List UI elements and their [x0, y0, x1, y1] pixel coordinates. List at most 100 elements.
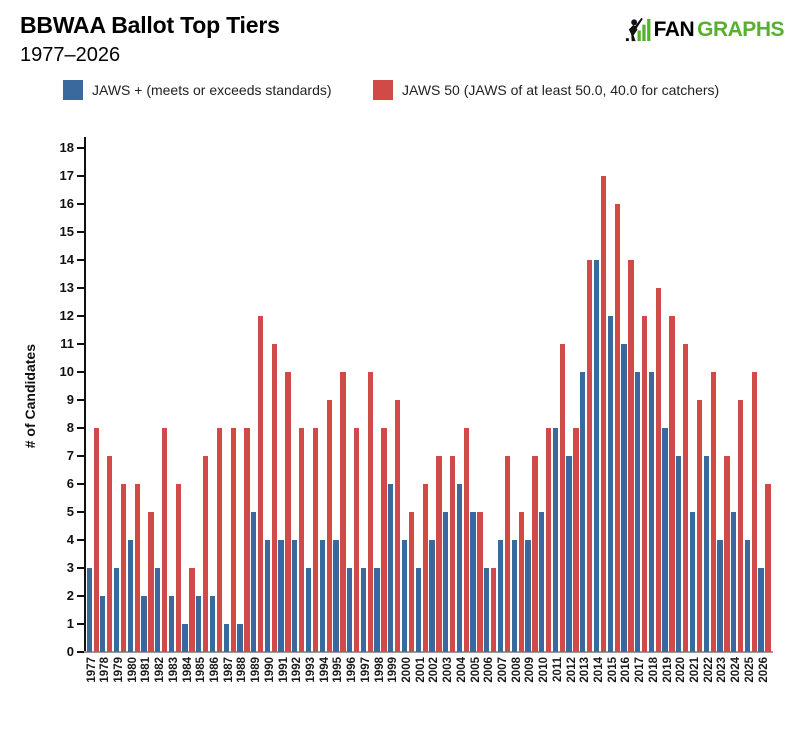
y-tick-label: 11 [60, 336, 74, 351]
bar-jaws-50 [738, 400, 744, 652]
y-tick-label: 7 [66, 448, 74, 463]
y-tick-label: 0 [66, 644, 74, 659]
x-tick-label: 2011 [551, 657, 564, 682]
legend-label-jaws-50: JAWS 50 (JAWS of at least 50.0, 40.0 for… [402, 82, 720, 98]
bar-jaws-plus [196, 596, 202, 652]
bar-jaws-plus [525, 540, 531, 652]
y-tick-mark [77, 147, 84, 149]
bar-jaws-50 [408, 512, 415, 652]
x-tick-label: 1990 [263, 657, 276, 683]
x-tick-label: 2026 [757, 657, 770, 683]
bar-jaws-50 [271, 344, 277, 652]
x-tick-label: 1999 [387, 657, 400, 683]
bar-jaws-50 [614, 204, 620, 652]
x-tick-label: 2009 [524, 657, 537, 683]
y-tick-label: 6 [66, 476, 74, 491]
bar-jaws-50 [683, 344, 689, 652]
bar-jaws-plus [648, 372, 654, 652]
bar-jaws-50 [230, 428, 236, 652]
bar-jaws-plus [607, 316, 613, 652]
bar-jaws-plus [593, 260, 600, 652]
x-tick-label: 1991 [277, 657, 290, 683]
bar-jaws-plus [758, 568, 764, 652]
fangraphs-batter-icon [625, 17, 651, 42]
bar-jaws-50 [175, 484, 181, 652]
y-tick-label: 10 [59, 364, 74, 379]
legend-label-jaws-plus: JAWS + (meets or exceeds standards) [92, 82, 332, 98]
legend-swatch-jaws-50 [373, 80, 393, 100]
x-tick-label: 1985 [195, 657, 208, 683]
bar-jaws-plus [237, 624, 243, 652]
x-tick-label: 2007 [497, 657, 510, 683]
bar-jaws-plus [621, 344, 627, 652]
bar-jaws-50 [162, 428, 168, 652]
y-tick-label: 4 [66, 532, 74, 547]
y-axis-line [84, 137, 86, 653]
x-tick-label: 2000 [401, 657, 414, 683]
x-tick-label: 1995 [332, 657, 345, 683]
y-tick-label: 5 [66, 504, 74, 519]
bar-jaws-plus [443, 512, 449, 652]
y-tick-mark [77, 427, 84, 429]
bar-jaws-plus [168, 596, 174, 652]
bar-jaws-50 [258, 316, 264, 652]
y-tick-mark [77, 483, 84, 485]
bar-jaws-50 [532, 456, 538, 652]
x-tick-label: 2018 [647, 657, 660, 683]
y-tick-label: 16 [59, 196, 74, 211]
bar-jaws-50 [600, 176, 607, 652]
bar-jaws-plus [223, 624, 229, 652]
y-tick-mark [77, 175, 84, 177]
bar-jaws-50 [642, 316, 648, 652]
x-axis-line [84, 651, 773, 653]
bar-jaws-50 [710, 372, 716, 652]
bar-jaws-50 [134, 484, 140, 652]
bar-jaws-50 [312, 428, 319, 652]
x-tick-label: 2019 [661, 657, 674, 683]
bar-jaws-50 [751, 372, 757, 652]
bar-jaws-plus [676, 456, 682, 652]
bar-jaws-50 [724, 456, 730, 652]
x-tick-label: 2025 [743, 657, 756, 683]
bar-jaws-50 [477, 512, 483, 652]
bar-jaws-plus [429, 540, 435, 652]
bar-jaws-plus [388, 484, 394, 652]
bar-jaws-50 [354, 428, 360, 652]
bar-jaws-plus [689, 512, 696, 652]
bar-jaws-50 [367, 372, 373, 652]
legend-item-jaws-plus: JAWS + (meets or exceeds standards) [63, 79, 332, 101]
y-tick-mark [77, 203, 84, 205]
bar-jaws-plus [580, 372, 586, 652]
x-tick-label: 1996 [346, 657, 359, 683]
bar-jaws-plus [662, 428, 668, 652]
x-tick-label: 2005 [469, 657, 482, 683]
y-tick-mark [77, 343, 84, 345]
x-tick-label: 2020 [675, 657, 688, 683]
x-tick-label: 2006 [483, 657, 496, 683]
page-title: BBWAA Ballot Top Tiers [20, 12, 280, 38]
bar-jaws-50 [765, 484, 771, 652]
y-tick-mark [77, 595, 84, 597]
bar-jaws-plus [264, 540, 270, 652]
y-tick-label: 8 [66, 420, 74, 435]
legend-item-jaws-50: JAWS 50 (JAWS of at least 50.0, 40.0 for… [373, 79, 719, 101]
y-tick-mark [77, 231, 84, 233]
x-tick-label: 2012 [565, 657, 578, 683]
y-axis-title: # of Candidates [22, 344, 38, 449]
bar-jaws-plus [113, 568, 120, 652]
chart-legend: JAWS + (meets or exceeds standards) JAWS… [0, 79, 800, 101]
x-tick-label: 1993 [305, 657, 318, 683]
chart-subtitle: 1977–2026 [20, 44, 121, 66]
y-tick-label: 3 [66, 560, 74, 575]
x-tick-label: 1977 [85, 657, 98, 683]
bar-jaws-50 [148, 512, 154, 652]
x-tick-label: 1987 [222, 657, 235, 683]
bar-jaws-50 [422, 484, 428, 652]
y-tick-label: 2 [66, 588, 74, 603]
bar-jaws-plus [333, 540, 339, 652]
bar-jaws-50 [559, 344, 565, 652]
bar-jaws-plus [511, 540, 517, 652]
x-tick-label: 2015 [606, 657, 619, 683]
y-tick-label: 13 [59, 280, 74, 295]
